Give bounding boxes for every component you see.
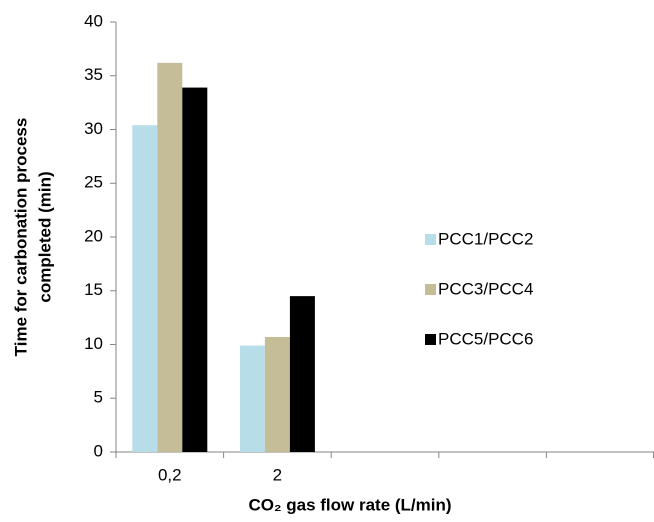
y-tick-label: 15 — [84, 280, 103, 299]
y-tick-label: 5 — [94, 388, 103, 407]
bar — [157, 62, 183, 452]
legend-swatch — [425, 234, 436, 245]
y-tick-label: 40 — [84, 11, 103, 30]
legend-label: PCC1/PCC2 — [438, 229, 533, 248]
legend-label: PCC3/PCC4 — [438, 279, 533, 298]
legend-swatch — [425, 334, 436, 345]
bar — [264, 336, 290, 452]
y-tick-label: 20 — [84, 226, 103, 245]
y-tick-label: 35 — [84, 65, 103, 84]
bar — [132, 125, 158, 452]
x-tick-label: 0,2 — [158, 465, 182, 484]
x-axis-label: CO₂ gas flow rate (L/min) — [248, 495, 451, 514]
y-tick-label: 25 — [84, 173, 103, 192]
bar — [239, 345, 265, 452]
y-tick-label: 10 — [84, 334, 103, 353]
y-axis-label-line: completed (min) — [35, 171, 54, 302]
y-tick-label: 0 — [94, 441, 103, 460]
y-axis-label: Time for carbonation process completed (… — [11, 118, 54, 357]
bar — [182, 87, 208, 452]
x-tick-label: 2 — [273, 465, 282, 484]
legend-swatch — [425, 284, 436, 295]
bar — [289, 296, 315, 452]
legend-label: PCC5/PCC6 — [438, 329, 533, 348]
y-axis-label-line: Time for carbonation process — [11, 118, 30, 357]
y-tick-label: 30 — [84, 119, 103, 138]
